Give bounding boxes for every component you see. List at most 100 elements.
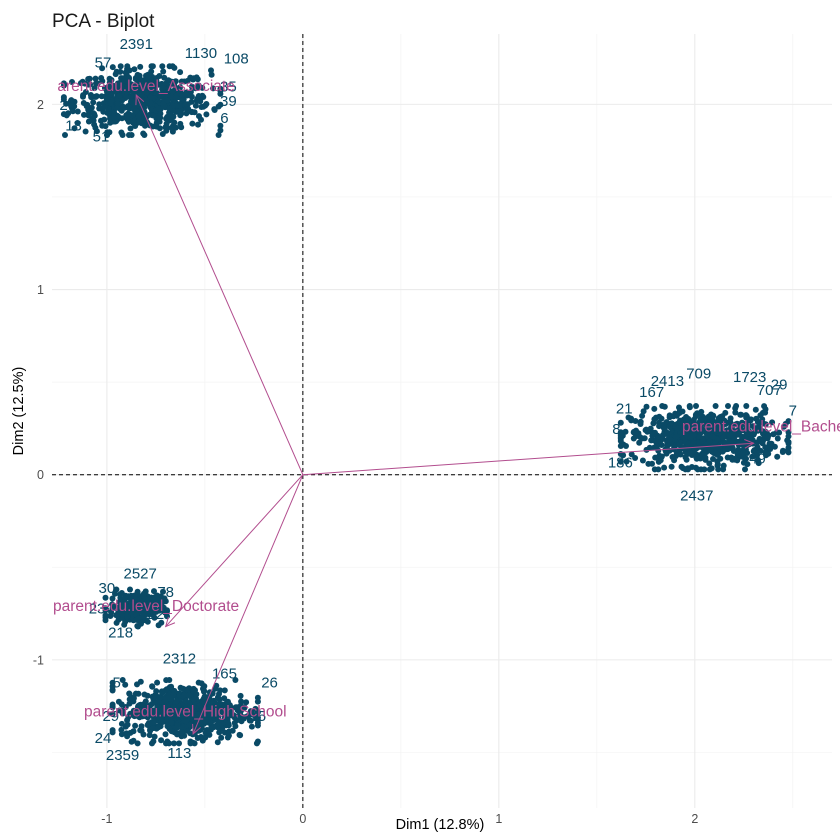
data-point: [143, 97, 150, 104]
data-point: [127, 586, 133, 593]
data-point: [785, 449, 792, 456]
data-point: [199, 737, 206, 744]
data-point: [639, 457, 646, 464]
data-point: [210, 85, 217, 92]
data-point: [158, 600, 165, 607]
cluster-high-school: [109, 677, 261, 747]
data-point: [149, 63, 156, 70]
data-point: [712, 403, 719, 409]
data-point: [217, 122, 224, 129]
data-point: [143, 118, 150, 125]
data-point: [658, 453, 665, 460]
data-point: [93, 80, 99, 87]
data-point: [104, 95, 111, 102]
data-point: [178, 78, 185, 85]
data-point: [754, 444, 761, 451]
data-point: [144, 692, 151, 699]
data-point: [202, 729, 209, 736]
data-point: [655, 458, 662, 465]
data-point: [149, 112, 156, 119]
data-point: [720, 462, 727, 469]
data-point: [693, 454, 700, 461]
data-point: [664, 429, 671, 436]
variable-arrow: [165, 474, 304, 627]
data-point: [159, 595, 166, 602]
data-point: [168, 124, 175, 131]
data-point: [636, 439, 643, 446]
data-point: [730, 430, 737, 437]
data-point: [113, 619, 120, 626]
data-point: [214, 739, 221, 746]
data-point: [98, 93, 105, 100]
data-point: [151, 588, 157, 595]
data-point: [691, 446, 698, 453]
data-point: [237, 702, 244, 709]
y-axis-title: Dim2 (12.5%): [11, 367, 27, 456]
data-point: [118, 720, 125, 727]
data-point: [122, 93, 129, 100]
data-point: [177, 69, 184, 76]
data-point: [215, 720, 222, 726]
x-tick-label: 0: [299, 812, 306, 826]
data-point: [155, 622, 162, 629]
data-point: [683, 456, 690, 463]
data-point: [713, 424, 720, 430]
data-point: [74, 108, 81, 115]
data-point: [737, 427, 744, 434]
data-point: [190, 76, 197, 83]
data-point: [668, 463, 675, 470]
data-point: [715, 466, 722, 473]
data-point: [201, 687, 208, 694]
data-point: [676, 404, 682, 411]
data-point: [151, 733, 158, 740]
data-point: [729, 456, 736, 463]
data-point: [230, 712, 237, 719]
data-point: [202, 694, 209, 701]
data-point: [109, 595, 116, 602]
data-point: [198, 104, 205, 110]
data-point: [112, 71, 119, 78]
data-point: [157, 93, 164, 100]
variable-label: parent.edu.level_High.School: [84, 704, 287, 721]
data-point: [150, 85, 157, 92]
data-point: [649, 432, 656, 439]
data-point: [110, 88, 117, 95]
data-point: [223, 703, 229, 710]
data-point: [71, 125, 78, 132]
data-point: [160, 588, 166, 595]
data-point: [765, 432, 772, 439]
data-point: [186, 722, 193, 728]
cluster-bachelor: [617, 403, 792, 473]
data-point: [172, 95, 179, 101]
data-point: [138, 77, 145, 84]
data-point: [84, 101, 91, 108]
data-point: [124, 66, 131, 72]
y-tick-label: 2: [37, 98, 44, 112]
data-point: [74, 120, 81, 126]
data-point: [685, 415, 692, 422]
data-point: [189, 120, 196, 127]
data-point: [719, 413, 726, 420]
observation-label: 2359: [106, 747, 139, 764]
data-point: [755, 457, 761, 464]
data-point: [679, 408, 686, 415]
y-tick-label: 0: [37, 468, 44, 482]
data-point: [118, 731, 125, 738]
cluster-doctorate: [102, 586, 170, 630]
data-point: [754, 419, 761, 426]
data-point: [134, 71, 141, 78]
data-point: [101, 104, 108, 111]
observation-label: 218: [108, 625, 133, 642]
data-point: [225, 720, 232, 727]
data-point: [68, 102, 75, 109]
observation-label: 15: [249, 708, 266, 725]
data-point: [126, 690, 133, 697]
data-point: [237, 692, 244, 699]
data-point: [68, 97, 75, 104]
data-point: [63, 112, 70, 119]
data-point: [119, 677, 126, 683]
data-point: [225, 698, 231, 705]
data-point: [217, 101, 224, 108]
data-point: [195, 121, 201, 128]
data-point: [117, 594, 124, 601]
